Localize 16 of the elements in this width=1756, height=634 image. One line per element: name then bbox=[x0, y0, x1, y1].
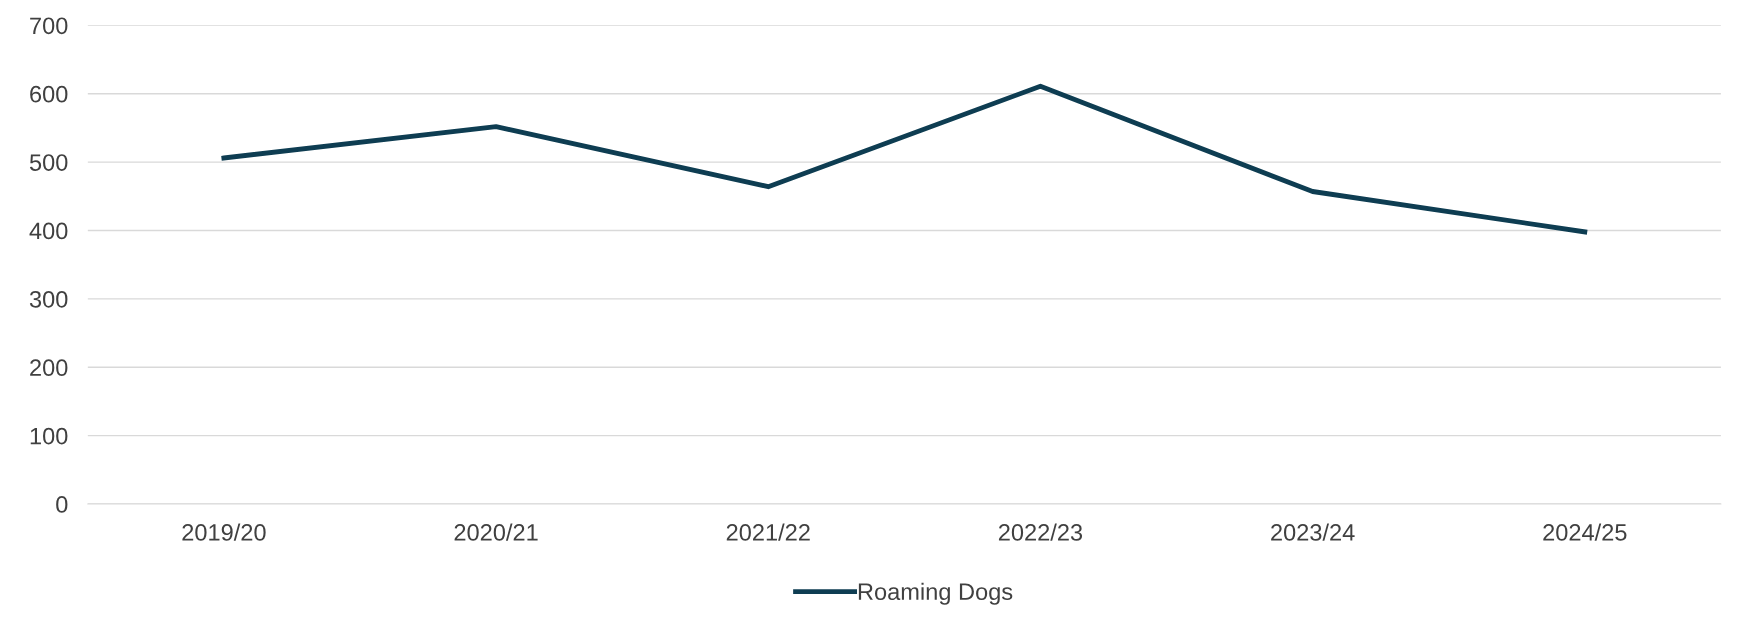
y-tick-label: 200 bbox=[30, 359, 68, 377]
x-tick-label: 2019/20 bbox=[182, 523, 266, 541]
y-tick-label: 400 bbox=[29, 222, 68, 240]
legend-label: Roaming Dogs bbox=[858, 582, 1013, 605]
y-tick-label: 700 bbox=[30, 17, 68, 35]
y-tick-label: 100 bbox=[30, 427, 68, 445]
y-tick-label: 600 bbox=[30, 85, 68, 103]
x-tick-label: 2020/21 bbox=[454, 523, 538, 541]
x-tick-label: 2022/23 bbox=[998, 523, 1083, 541]
x-tick-label: 2023/24 bbox=[1271, 523, 1355, 541]
x-tick-label: 2024/25 bbox=[1543, 523, 1627, 541]
x-tick-label: 2021/22 bbox=[726, 523, 810, 541]
y-tick-label: 300 bbox=[29, 290, 68, 308]
y-tick-label: 500 bbox=[29, 154, 68, 171]
y-tick-label: 0 bbox=[56, 496, 68, 513]
line-series bbox=[221, 83, 1588, 235]
